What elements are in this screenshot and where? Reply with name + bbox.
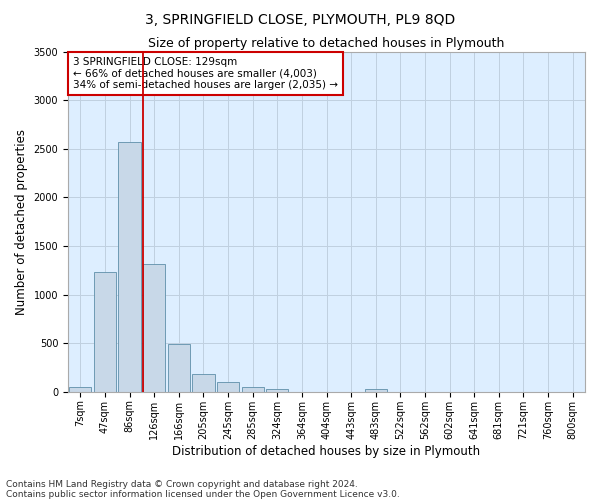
Bar	[193, 374, 215, 392]
Bar	[94, 272, 116, 392]
X-axis label: Distribution of detached houses by size in Plymouth: Distribution of detached houses by size …	[172, 444, 481, 458]
Text: 3, SPRINGFIELD CLOSE, PLYMOUTH, PL9 8QD: 3, SPRINGFIELD CLOSE, PLYMOUTH, PL9 8QD	[145, 12, 455, 26]
Bar	[168, 344, 190, 392]
Title: Size of property relative to detached houses in Plymouth: Size of property relative to detached ho…	[148, 38, 505, 51]
Y-axis label: Number of detached properties: Number of detached properties	[15, 128, 28, 314]
Bar	[143, 264, 165, 392]
Text: 3 SPRINGFIELD CLOSE: 129sqm
← 66% of detached houses are smaller (4,003)
34% of : 3 SPRINGFIELD CLOSE: 129sqm ← 66% of det…	[73, 57, 338, 90]
Bar	[365, 390, 387, 392]
Text: Contains HM Land Registry data © Crown copyright and database right 2024.
Contai: Contains HM Land Registry data © Crown c…	[6, 480, 400, 499]
Bar	[69, 387, 91, 392]
Bar	[118, 142, 140, 392]
Bar	[217, 382, 239, 392]
Bar	[266, 389, 289, 392]
Bar	[242, 387, 264, 392]
